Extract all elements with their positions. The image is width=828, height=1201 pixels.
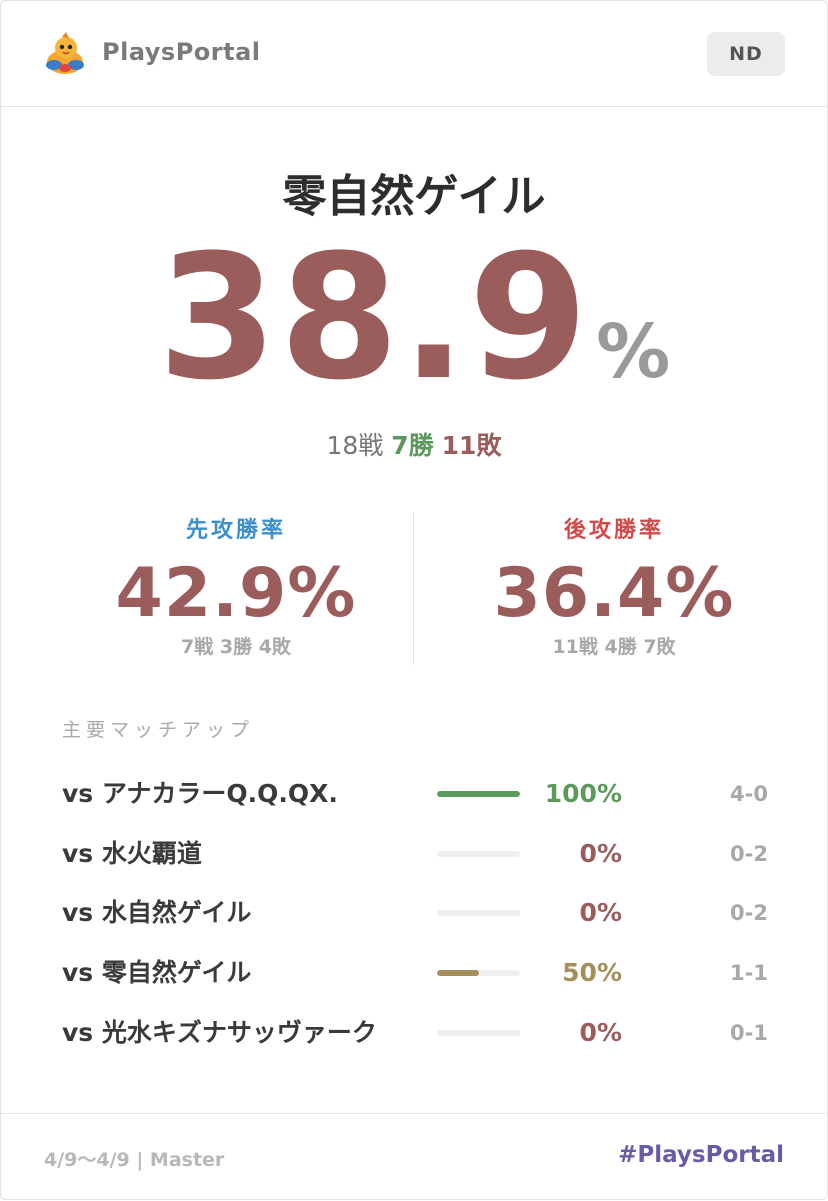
matchup-winrate-bar xyxy=(437,910,520,916)
matchup-opponent: vs 零自然ゲイル xyxy=(62,958,252,987)
record-losses: 11敗 xyxy=(441,431,502,460)
split-divider xyxy=(413,513,414,665)
period-label: 4/9〜4/9 | Master xyxy=(44,1149,225,1171)
duck-mascot-icon xyxy=(46,32,84,74)
matchup-row[interactable]: vs アナカラーQ.Q.QX. 100% 4-0 xyxy=(0,774,828,814)
second-turn-record: 11戦 4勝 7敗 xyxy=(552,636,676,658)
player-badge[interactable]: ND xyxy=(707,32,785,76)
matchup-record: 4-0 xyxy=(730,782,768,806)
matchup-rate: 0% xyxy=(579,1018,622,1047)
matchup-row[interactable]: vs 水火覇道 0% 0-2 xyxy=(0,834,828,874)
matchup-winrate-fill xyxy=(437,791,520,797)
brand-name[interactable]: PlaysPortal xyxy=(102,38,261,66)
second-turn-label: 後攻勝率 xyxy=(563,518,664,543)
matchup-opponent: vs 光水キズナサッヴァーク xyxy=(62,1018,377,1047)
winrate-value: 38.9 xyxy=(157,217,591,418)
matchup-record: 1-1 xyxy=(730,961,768,985)
second-turn-stats: 後攻勝率 36.4% 11戦 4勝 7敗 xyxy=(414,512,814,659)
matchup-winrate-bar xyxy=(437,1030,520,1036)
matchup-rate: 0% xyxy=(579,898,622,927)
matchup-record: 0-2 xyxy=(730,901,768,925)
matchup-opponent: vs 水火覇道 xyxy=(62,839,202,868)
matchup-rate: 0% xyxy=(579,839,622,868)
matchup-rate: 100% xyxy=(544,779,622,808)
matchup-opponent: vs 水自然ゲイル xyxy=(62,898,252,927)
matchup-record: 0-2 xyxy=(730,842,768,866)
matchup-winrate-bar xyxy=(437,851,520,857)
matchups-title: 主要マッチアップ xyxy=(62,719,255,741)
matchup-winrate-bar xyxy=(437,970,520,976)
deck-title: 零自然ゲイル xyxy=(282,171,546,222)
second-turn-rate: 36.4% xyxy=(493,554,735,633)
matchup-winrate-fill xyxy=(437,970,479,976)
first-turn-record: 7戦 3勝 4敗 xyxy=(181,636,291,658)
matchup-opponent: vs アナカラーQ.Q.QX. xyxy=(62,779,338,808)
matchup-winrate-bar xyxy=(437,791,520,797)
matchup-row[interactable]: vs 水自然ゲイル 0% 0-2 xyxy=(0,893,828,933)
matchup-rate: 50% xyxy=(562,958,622,987)
first-turn-stats: 先攻勝率 42.9% 7戦 3勝 4敗 xyxy=(36,512,436,659)
overall-winrate: 38.9% xyxy=(0,232,828,404)
record-wins: 7勝 xyxy=(391,431,434,460)
footer: 4/9〜4/9 | Master #PlaysPortal xyxy=(0,1113,828,1201)
first-turn-rate: 42.9% xyxy=(115,554,357,633)
header: PlaysPortal ND xyxy=(0,0,828,107)
first-turn-label: 先攻勝率 xyxy=(185,518,286,543)
matchup-row[interactable]: vs 零自然ゲイル 50% 1-1 xyxy=(0,953,828,993)
overall-record: 18戦 7勝 11敗 xyxy=(0,426,828,462)
winrate-percent-sign: % xyxy=(596,309,671,395)
matchup-record: 0-1 xyxy=(730,1021,768,1045)
hashtag-link[interactable]: #PlaysPortal xyxy=(618,1142,784,1168)
matchup-row[interactable]: vs 光水キズナサッヴァーク 0% 0-1 xyxy=(0,1013,828,1053)
record-total: 18戦 xyxy=(326,431,384,460)
